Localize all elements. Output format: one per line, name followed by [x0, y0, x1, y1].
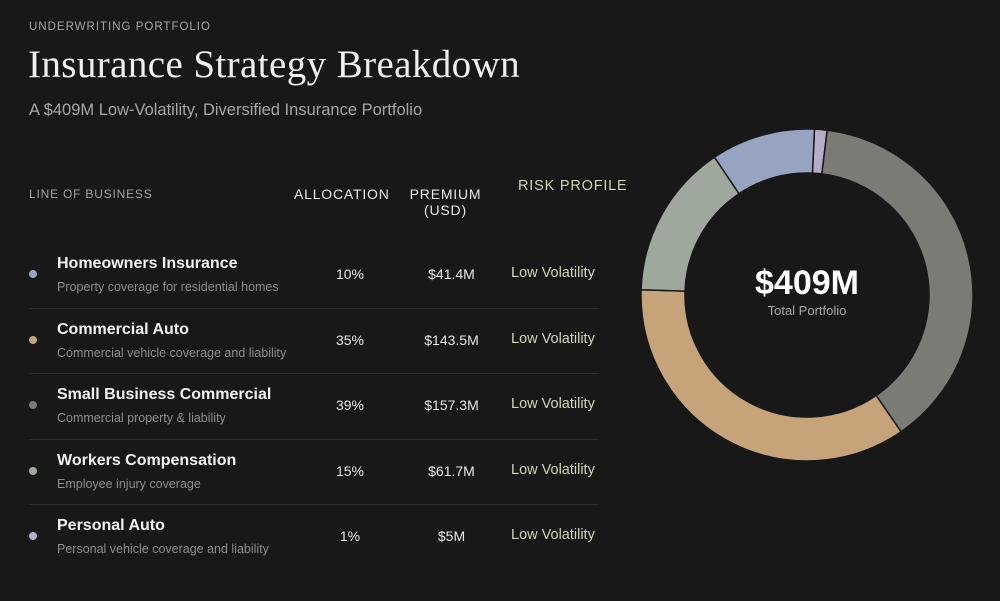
donut-slice-small-business-commercial — [820, 129, 974, 433]
row-divider — [29, 307, 599, 309]
line-of-business-name: Personal Auto — [57, 517, 165, 534]
allocation-value: 10% — [335, 266, 365, 282]
risk-profile-value: Low Volatility — [511, 396, 595, 412]
page-subtitle: A $409M Low-Volatility, Diversified Insu… — [29, 101, 423, 119]
line-of-business-description: Employee injury coverage — [57, 476, 201, 491]
donut-slice-commercial-auto — [640, 288, 903, 462]
risk-profile-value: Low Volatility — [511, 527, 595, 543]
line-of-business-name: Small Business Commercial — [57, 386, 272, 403]
allocation-value: 35% — [335, 331, 365, 348]
allocation-value: 39% — [335, 397, 365, 413]
risk-profile-value: Low Volatility — [511, 330, 595, 347]
portfolio-donut-chart — [640, 128, 974, 462]
premium-value: $61.7M — [428, 462, 475, 479]
allocation-value: 1% — [339, 528, 361, 544]
line-of-business-name: Workers Compensation — [57, 451, 237, 469]
allocation-value: 15% — [335, 462, 365, 479]
table-row: Homeowners Insurance Property coverage fo… — [29, 242, 599, 307]
page-eyebrow: UNDERWRITING PORTFOLIO — [29, 21, 211, 33]
line-of-business-name: Homeowners Insurance — [57, 255, 238, 272]
row-divider — [29, 504, 599, 505]
row-divider — [29, 373, 599, 374]
column-header-premium: PREMIUM (USD) — [409, 186, 482, 218]
donut-total-label: Total Portfolio — [767, 303, 847, 318]
table-row: Commercial Auto Commercial vehicle covera… — [29, 308, 599, 373]
premium-value: $143.5M — [424, 331, 479, 348]
premium-value: $157.3M — [424, 397, 479, 413]
line-of-business-name: Commercial Auto — [57, 320, 189, 338]
premium-value: $5M — [437, 528, 466, 544]
row-divider — [29, 438, 599, 440]
risk-profile-value: Low Volatility — [511, 461, 595, 478]
table-row: Workers Compensation Employee injury cove… — [29, 439, 599, 504]
donut-total-value: $409M — [755, 264, 859, 302]
line-of-business-description: Commercial vehicle coverage and liabilit… — [57, 345, 287, 360]
column-header-allocation: ALLOCATION — [294, 186, 390, 202]
line-of-business-description: Personal vehicle coverage and liability — [57, 542, 269, 556]
column-header-line-of-business: LINE OF BUSINESS — [29, 187, 153, 201]
premium-value: $41.4M — [428, 266, 475, 282]
table-row: Personal Auto Personal vehicle coverage a… — [29, 504, 599, 569]
table-row: Small Business Commercial Commercial prop… — [29, 373, 599, 438]
risk-profile-value: Low Volatility — [511, 265, 595, 281]
legend-dot — [29, 401, 37, 409]
legend-dot — [29, 466, 37, 475]
line-of-business-description: Property coverage for residential homes — [57, 280, 279, 294]
column-header-risk-profile: RISK PROFILE — [518, 178, 628, 194]
line-of-business-description: Commercial property & liability — [57, 411, 226, 425]
legend-dot — [29, 270, 37, 278]
legend-dot — [29, 335, 37, 344]
legend-dot — [29, 532, 37, 540]
donut-slice-homeowners-insurance — [713, 128, 816, 195]
page-title: Insurance Strategy Breakdown — [28, 43, 521, 86]
